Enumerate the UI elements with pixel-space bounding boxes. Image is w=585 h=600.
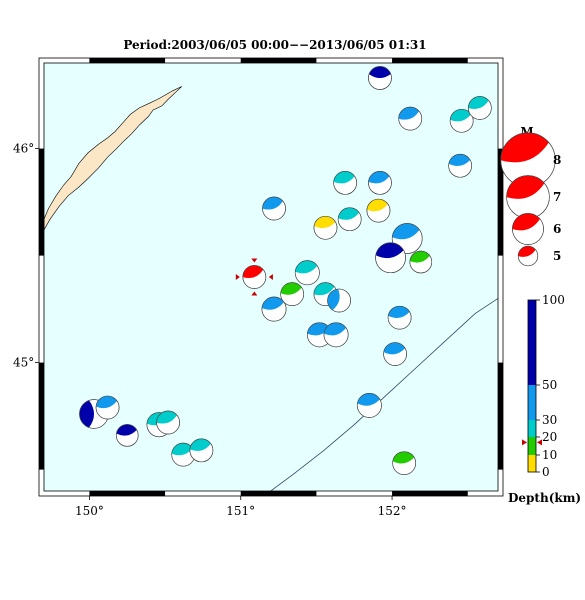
depth-marker-left bbox=[522, 439, 527, 446]
earthquake-beachball bbox=[375, 242, 406, 274]
legend-beachball-m8 bbox=[500, 132, 556, 188]
earthquake-beachball bbox=[294, 260, 320, 286]
plot-area bbox=[44, 63, 498, 491]
frame-bar-bottom bbox=[392, 491, 468, 496]
earthquake-beachball bbox=[261, 296, 287, 322]
legend-beachball-m7 bbox=[506, 175, 550, 219]
frame-bar-right bbox=[498, 362, 503, 470]
earthquake-beachball bbox=[189, 438, 214, 463]
axis-ticks: 150° 151° 152° 46° 45° bbox=[13, 142, 407, 518]
depth-tick-label: 10 bbox=[542, 448, 557, 462]
depth-band bbox=[528, 300, 536, 385]
trench-line bbox=[270, 298, 498, 491]
frame-bar-left bbox=[39, 148, 44, 256]
highlighted-beachball bbox=[242, 265, 267, 289]
frame-bar-bottom bbox=[240, 491, 317, 496]
earthquake-beachball bbox=[262, 196, 286, 221]
marker-triangle-bottom bbox=[251, 291, 258, 296]
depth-marker-right bbox=[537, 439, 542, 446]
legend-beachball-m5 bbox=[517, 245, 539, 267]
frame-bar-top bbox=[240, 58, 317, 63]
events-layer bbox=[79, 66, 492, 476]
earthquake-beachball bbox=[156, 410, 180, 435]
legend-beachball-m6 bbox=[512, 213, 544, 245]
map-title: Period:2003/06/05 00:00−−2013/06/05 01:3… bbox=[123, 38, 426, 52]
earthquake-beachball bbox=[95, 395, 120, 420]
landmass bbox=[44, 86, 182, 231]
earthquake-beachball bbox=[467, 96, 492, 120]
depth-band bbox=[528, 455, 536, 472]
earthquake-beachball bbox=[383, 342, 407, 366]
earthquake-beachball bbox=[333, 171, 357, 195]
x-tick-label: 151° bbox=[226, 504, 255, 518]
earthquake-beachball bbox=[398, 106, 423, 131]
legend-magnitude-label: 7 bbox=[553, 190, 561, 204]
depth-tick-label: 100 bbox=[542, 293, 565, 307]
earthquake-beachball bbox=[448, 153, 473, 178]
earthquake-beachball bbox=[171, 442, 196, 467]
earthquake-beachball bbox=[337, 207, 362, 232]
frame-bar-left bbox=[39, 362, 44, 470]
earthquake-beachball bbox=[368, 66, 392, 90]
depth-tick-label: 50 bbox=[542, 378, 557, 392]
frame-bar-top bbox=[392, 58, 468, 63]
legend-magnitude-label: 8 bbox=[553, 153, 561, 167]
marker-triangle-right bbox=[268, 274, 273, 280]
earthquake-beachball bbox=[313, 215, 338, 240]
earthquake-beachball bbox=[368, 171, 392, 195]
earthquake-beachball bbox=[115, 424, 139, 447]
depth-bar-outline bbox=[527, 299, 537, 473]
highlighted-event bbox=[235, 258, 273, 296]
depth-band bbox=[528, 385, 536, 420]
depth-band bbox=[528, 437, 536, 455]
y-tick-label: 45° bbox=[13, 356, 34, 370]
map-frame bbox=[38, 57, 504, 497]
marker-triangle-left bbox=[235, 274, 240, 280]
earthquake-beachball bbox=[387, 305, 412, 330]
earthquake-beachball bbox=[366, 198, 391, 223]
frame-bar-bottom bbox=[89, 491, 166, 496]
earthquake-beachball bbox=[356, 392, 382, 418]
depth-tick-label: 20 bbox=[542, 430, 557, 444]
y-tick-label: 46° bbox=[13, 142, 34, 156]
legend-magnitude-label: 6 bbox=[553, 222, 561, 236]
depth-legend-title: Depth(km) bbox=[508, 491, 581, 505]
depth-tick-label: 0 bbox=[542, 465, 550, 479]
depth-band bbox=[528, 420, 536, 437]
marker-triangle-top bbox=[251, 258, 258, 263]
depth-tick-label: 30 bbox=[542, 413, 557, 427]
earthquake-beachball bbox=[323, 322, 349, 348]
earthquake-beachball bbox=[449, 108, 474, 133]
x-tick-label: 150° bbox=[75, 504, 104, 518]
earthquake-beachball bbox=[409, 250, 433, 274]
earthquake-beachball bbox=[392, 451, 417, 476]
earthquake-beachball bbox=[280, 282, 305, 306]
earthquake-beachball bbox=[327, 288, 351, 313]
frame-bar-right bbox=[498, 148, 503, 256]
x-tick-label: 152° bbox=[378, 504, 407, 518]
legend-magnitude-label: 5 bbox=[553, 249, 561, 263]
frame-bar-top bbox=[89, 58, 166, 63]
